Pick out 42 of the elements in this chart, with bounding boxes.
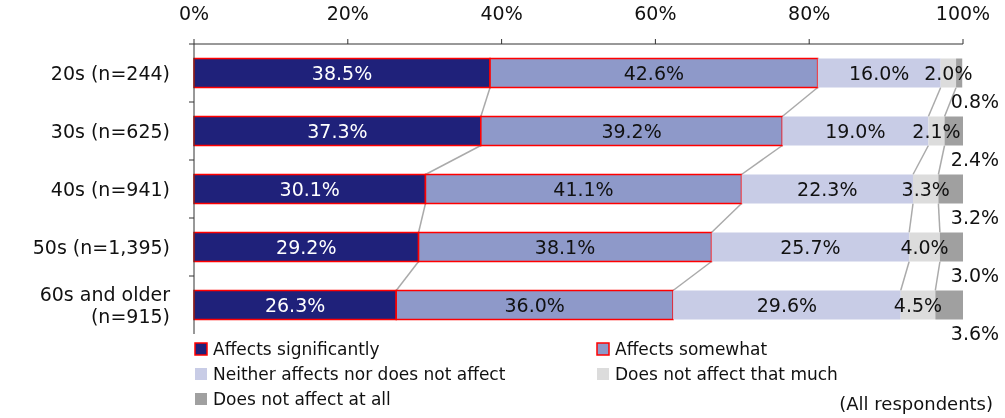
data-label: 29.2% (276, 235, 337, 258)
data-label: 19.0% (825, 119, 886, 142)
data-label: 42.6% (623, 61, 685, 84)
x-tick-label: 40% (480, 2, 523, 24)
data-label: 29.6% (756, 293, 818, 316)
data-label: 3.6% (950, 322, 1000, 345)
data-label: 22.3% (797, 177, 858, 200)
y-tick-label: 20s (n=244) (50, 61, 170, 84)
data-label: 36.0% (504, 293, 565, 316)
data-label: 41.1% (553, 177, 614, 200)
y-tick-label: 50s (n=1,395) (32, 235, 170, 258)
data-label: 26.3% (264, 293, 326, 316)
legend-label: Affects significantly (213, 338, 380, 359)
data-label: 30.1% (279, 177, 340, 200)
data-label: 2.4% (950, 148, 1000, 171)
legend-label: Neither affects nor does not affect (213, 363, 506, 384)
data-label: 3.3% (901, 177, 950, 200)
x-tick-label: 60% (634, 2, 677, 24)
data-label: 2.0% (924, 61, 973, 84)
data-label: 37.3% (307, 119, 368, 142)
data-label: 4.0% (900, 235, 949, 258)
y-tick-label: 60s and older (n=915) (39, 282, 171, 327)
data-label: 2.1% (912, 119, 961, 142)
data-label: 38.5% (311, 61, 373, 84)
x-tick-label: 80% (788, 2, 831, 24)
legend-label: Does not affect at all (213, 388, 391, 409)
data-label: 4.5% (893, 293, 943, 316)
y-tick-label: 30s (n=625) (50, 119, 170, 142)
x-tick-label: 20% (326, 2, 369, 24)
data-label: 0.8% (950, 90, 1000, 113)
text: (All respondents) (839, 393, 993, 414)
legend-label: Affects somewhat (615, 338, 768, 359)
data-label: 3.0% (950, 264, 1000, 287)
y-tick-label: 40s (n=941) (50, 177, 170, 200)
legend-label: Does not affect that much (615, 363, 838, 384)
x-tick-label: 100% (935, 2, 991, 24)
data-label: 25.7% (780, 235, 841, 258)
data-label: 3.2% (950, 206, 1000, 229)
data-label: 39.2% (601, 119, 662, 142)
data-label: 38.1% (534, 235, 596, 258)
data-label: 16.0% (849, 61, 910, 84)
x-tick-label: 0% (178, 2, 210, 24)
